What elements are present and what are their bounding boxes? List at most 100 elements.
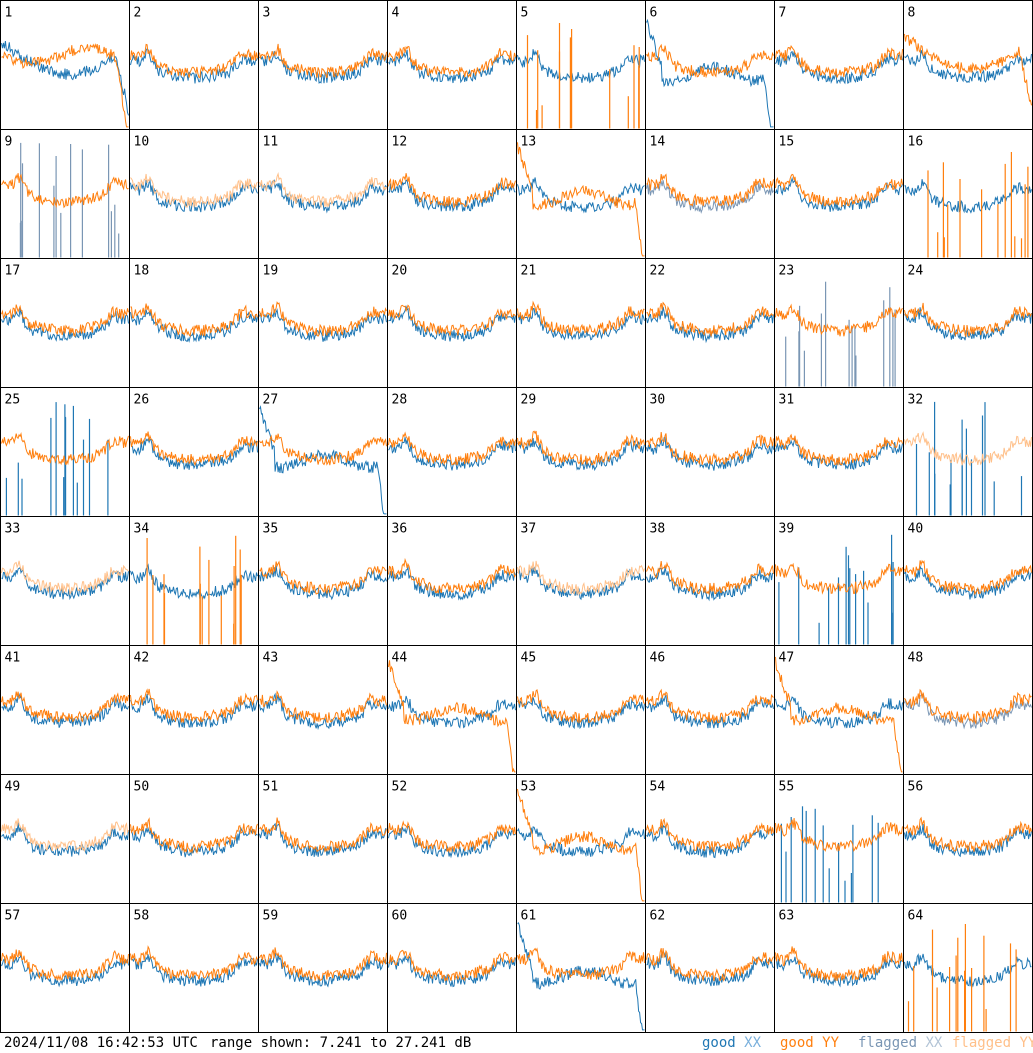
panel-28-label: 28 bbox=[392, 393, 408, 408]
panel-59-label: 59 bbox=[263, 909, 279, 924]
panel-45-yy-trace bbox=[517, 689, 645, 724]
panel-8: 8 bbox=[903, 0, 1033, 130]
panel-31-xx-trace bbox=[775, 437, 903, 471]
panel-6-xx-trace bbox=[646, 18, 774, 128]
panel-4-yy-trace bbox=[388, 45, 516, 78]
panel-12-label: 12 bbox=[392, 135, 408, 150]
panel-26-xx-trace bbox=[130, 437, 258, 470]
panel-13-label: 13 bbox=[521, 135, 537, 150]
panel-64-label: 64 bbox=[908, 909, 924, 924]
panel-33: 33 bbox=[0, 516, 130, 646]
panel-60-yy-trace bbox=[388, 949, 516, 982]
panel-53-yy-trace bbox=[517, 788, 645, 902]
panel-3: 3 bbox=[258, 0, 388, 130]
panel-25-yy-trace bbox=[1, 431, 129, 466]
panel-37: 37 bbox=[516, 516, 646, 646]
panel-9-yy-trace bbox=[1, 173, 129, 209]
panel-49: 49 bbox=[0, 774, 130, 904]
panel-22: 22 bbox=[645, 258, 775, 388]
panel-28: 28 bbox=[387, 387, 517, 517]
panel-45: 45 bbox=[516, 645, 646, 775]
panel-10-xx-trace bbox=[130, 179, 258, 213]
panel-43-label: 43 bbox=[263, 651, 279, 666]
panel-1-yy-trace bbox=[1, 43, 129, 128]
panel-2-xx-trace bbox=[130, 47, 258, 84]
panel-37-label: 37 bbox=[521, 522, 537, 537]
panel-44: 44 bbox=[387, 645, 517, 775]
panel-42: 42 bbox=[129, 645, 259, 775]
panel-14-yy-trace bbox=[646, 173, 774, 207]
panel-36-yy-trace bbox=[388, 557, 516, 595]
panel-31-label: 31 bbox=[779, 393, 795, 408]
panel-57-xx-trace bbox=[1, 953, 129, 988]
panel-4-border bbox=[387, 0, 517, 130]
panel-30: 30 bbox=[645, 387, 775, 517]
panel-48-yy-trace bbox=[904, 688, 1032, 725]
panel-51-yy-trace bbox=[259, 817, 387, 853]
panel-18-yy-trace bbox=[130, 303, 258, 338]
panel-51-label: 51 bbox=[263, 780, 279, 795]
panel-46-label: 46 bbox=[650, 651, 666, 666]
panel-43: 43 bbox=[258, 645, 388, 775]
legend-good-xx: good XX bbox=[702, 1033, 761, 1053]
panel-50-label: 50 bbox=[134, 780, 150, 795]
panel-55: 55 bbox=[774, 774, 904, 904]
panel-29-xx-trace bbox=[517, 438, 645, 472]
panel-47-xx-trace bbox=[775, 696, 903, 729]
panel-36-xx-trace bbox=[388, 565, 516, 601]
panel-61-xx-trace bbox=[517, 922, 645, 1031]
panel-61-yy-trace bbox=[517, 947, 645, 980]
panel-38-xx-trace bbox=[646, 566, 774, 602]
panel-35-yy-trace bbox=[259, 560, 387, 595]
panel-53-xx-trace bbox=[517, 826, 645, 858]
panel-3-label: 3 bbox=[263, 6, 271, 21]
panel-8-xx-trace bbox=[904, 49, 1032, 84]
panel-38-yy-trace bbox=[646, 561, 774, 596]
panel-11-label: 11 bbox=[263, 135, 279, 150]
panel-26-label: 26 bbox=[134, 393, 150, 408]
panel-30-label: 30 bbox=[650, 393, 666, 408]
panel-31-yy-trace bbox=[775, 433, 903, 466]
panel-40: 40 bbox=[903, 516, 1033, 646]
panel-1: 1 bbox=[0, 0, 130, 130]
panel-10-yy-trace bbox=[130, 173, 258, 208]
panel-42-yy-trace bbox=[130, 688, 258, 723]
legend-good-xx-word: good bbox=[702, 1035, 736, 1051]
panel-40-label: 40 bbox=[908, 522, 924, 537]
panel-5-border bbox=[516, 0, 646, 130]
panel-56: 56 bbox=[903, 774, 1033, 904]
panel-24-label: 24 bbox=[908, 264, 924, 279]
panel-56-yy-trace bbox=[904, 816, 1032, 853]
panel-16-label: 16 bbox=[908, 135, 924, 150]
panel-53: 53 bbox=[516, 774, 646, 904]
panel-64: 64 bbox=[903, 903, 1033, 1033]
panel-47-label: 47 bbox=[779, 651, 795, 666]
legend-flagged-xx: flagged XX bbox=[858, 1033, 942, 1053]
panel-31: 31 bbox=[774, 387, 904, 517]
panel-57-yy-trace bbox=[1, 949, 129, 982]
panel-39-label: 39 bbox=[779, 522, 795, 537]
panel-46-xx-trace bbox=[646, 694, 774, 729]
panel-1-label: 1 bbox=[5, 6, 13, 21]
panel-61: 61 bbox=[516, 903, 646, 1033]
panel-64-xx-trace bbox=[904, 953, 1032, 988]
panel-8-label: 8 bbox=[908, 6, 916, 21]
panel-32-yy-trace bbox=[904, 431, 1032, 467]
panel-35-xx-trace bbox=[259, 565, 387, 601]
legend-flagged-yy-pol: YY bbox=[1019, 1035, 1033, 1051]
panel-47: 47 bbox=[774, 645, 904, 775]
panel-1-border bbox=[0, 0, 130, 130]
panel-57-label: 57 bbox=[5, 909, 21, 924]
legend-flagged-xx-pol: XX bbox=[925, 1035, 943, 1051]
panel-3-yy-trace bbox=[259, 43, 387, 79]
panel-49-xx-trace bbox=[1, 822, 129, 857]
panel-22-yy-trace bbox=[646, 301, 774, 337]
panel-41: 41 bbox=[0, 645, 130, 775]
panel-63-label: 63 bbox=[779, 909, 795, 924]
panel-1-xx-trace bbox=[1, 41, 129, 116]
panel-15-label: 15 bbox=[779, 135, 795, 150]
panel-15-xx-trace bbox=[775, 176, 903, 212]
panel-60: 60 bbox=[387, 903, 517, 1033]
panel-5-xx-trace bbox=[517, 49, 645, 84]
panel-46-yy-trace bbox=[646, 688, 774, 724]
